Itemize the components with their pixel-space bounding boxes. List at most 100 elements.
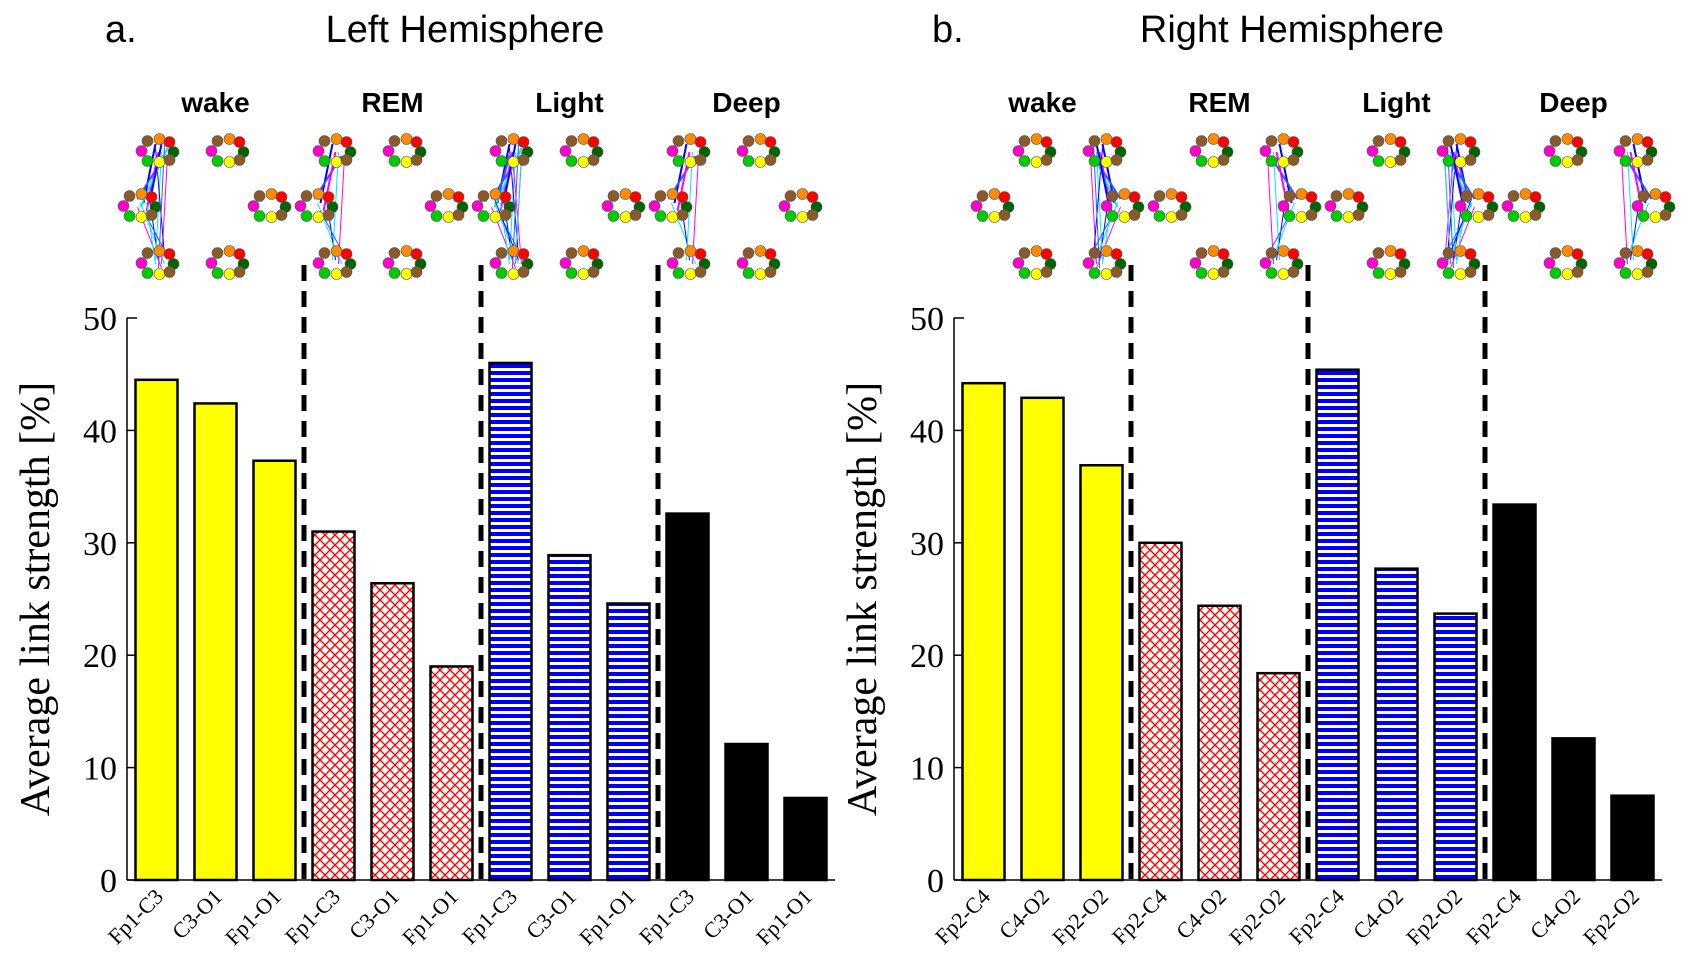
electrode	[694, 266, 707, 278]
electrode-cluster	[471, 188, 516, 223]
electrode-cluster	[1012, 245, 1057, 280]
x-tick-label: Fp2-C4	[1461, 884, 1526, 949]
electrode	[778, 200, 791, 212]
electrode-cluster	[648, 188, 693, 223]
electrode	[117, 200, 130, 212]
electrode-cluster	[1436, 133, 1481, 168]
electrode	[601, 200, 614, 212]
electrode	[1384, 268, 1397, 280]
x-tick-label: C4-O2	[1525, 884, 1585, 944]
electrode	[163, 248, 176, 260]
electrode	[754, 245, 767, 257]
x-tick-label: Fp1-C3	[280, 884, 345, 949]
electrode	[1529, 209, 1542, 221]
electrode	[1030, 268, 1043, 280]
electrode	[1012, 145, 1025, 157]
electrode	[1277, 156, 1290, 168]
electrode	[1118, 211, 1131, 223]
electrode	[340, 136, 353, 148]
electrode	[1100, 133, 1113, 145]
electrode	[322, 191, 335, 203]
electrode	[1100, 156, 1113, 168]
electrode	[1217, 154, 1230, 166]
electrode	[742, 267, 755, 279]
electrode	[1195, 267, 1208, 279]
electrode	[1030, 133, 1043, 145]
network-link	[1627, 151, 1634, 261]
electrode	[998, 191, 1011, 203]
electrode	[577, 245, 590, 257]
electrode	[294, 200, 307, 212]
electrode	[1118, 188, 1131, 200]
electrode	[1012, 257, 1025, 269]
network-link	[1444, 155, 1454, 265]
electrode	[1442, 247, 1455, 259]
bar	[1256, 671, 1301, 882]
electrode	[382, 257, 395, 269]
electrode	[666, 145, 679, 157]
electrode	[1460, 210, 1473, 222]
electrode-cluster	[382, 245, 427, 280]
electrode	[233, 266, 246, 278]
bar	[961, 381, 1006, 882]
electrode	[1018, 135, 1031, 147]
electrode	[141, 247, 154, 259]
electrode-cluster	[736, 133, 781, 168]
electrode-cluster	[135, 133, 180, 168]
electrode-cluster	[1543, 133, 1588, 168]
bar	[783, 796, 828, 882]
electrode	[1352, 191, 1365, 203]
electrode-cluster	[666, 133, 711, 168]
electrode	[223, 245, 236, 257]
bar	[665, 512, 710, 882]
electrode	[211, 135, 224, 147]
electrode	[318, 247, 331, 259]
electrode	[1265, 155, 1278, 167]
electrode	[300, 210, 313, 222]
electrode	[495, 135, 508, 147]
electrode	[1619, 135, 1632, 147]
electrode	[1613, 257, 1626, 269]
electrode	[1641, 248, 1654, 260]
electrode	[322, 209, 335, 221]
x-tick-label: C4-O2	[1171, 884, 1231, 944]
network-link	[692, 155, 699, 265]
electrode	[1128, 209, 1141, 221]
electrode	[135, 257, 148, 269]
electrode	[694, 248, 707, 260]
electrode	[499, 191, 512, 203]
electrode	[1631, 268, 1644, 280]
electrode	[1277, 245, 1290, 257]
electrode	[452, 209, 465, 221]
electrode	[1454, 245, 1467, 257]
stage-label: Deep	[712, 87, 780, 118]
electrode	[400, 245, 413, 257]
electrode	[135, 188, 148, 200]
electrode	[1464, 248, 1477, 260]
electrode	[736, 257, 749, 269]
bar	[252, 459, 297, 882]
electrode	[988, 188, 1001, 200]
electrode	[654, 190, 667, 202]
electrode-cluster	[559, 245, 604, 280]
electrode	[666, 211, 679, 223]
x-tick-label: Fp1-O1	[751, 884, 817, 950]
electrode	[123, 190, 136, 202]
electrode	[1040, 136, 1053, 148]
electrode	[796, 188, 809, 200]
electrode	[495, 155, 508, 167]
electrode	[1384, 245, 1397, 257]
electrode	[784, 190, 797, 202]
electrode-cluster	[666, 245, 711, 280]
electrode	[211, 247, 224, 259]
electrode	[1040, 266, 1053, 278]
electrode-cluster	[1613, 133, 1658, 168]
electrode	[666, 257, 679, 269]
stage-label: REM	[361, 87, 423, 118]
electrode-cluster	[1082, 245, 1127, 280]
electrode	[330, 268, 343, 280]
electrode	[1501, 200, 1514, 212]
electrode	[123, 210, 136, 222]
electrode	[1040, 248, 1053, 260]
electrode	[1366, 257, 1379, 269]
